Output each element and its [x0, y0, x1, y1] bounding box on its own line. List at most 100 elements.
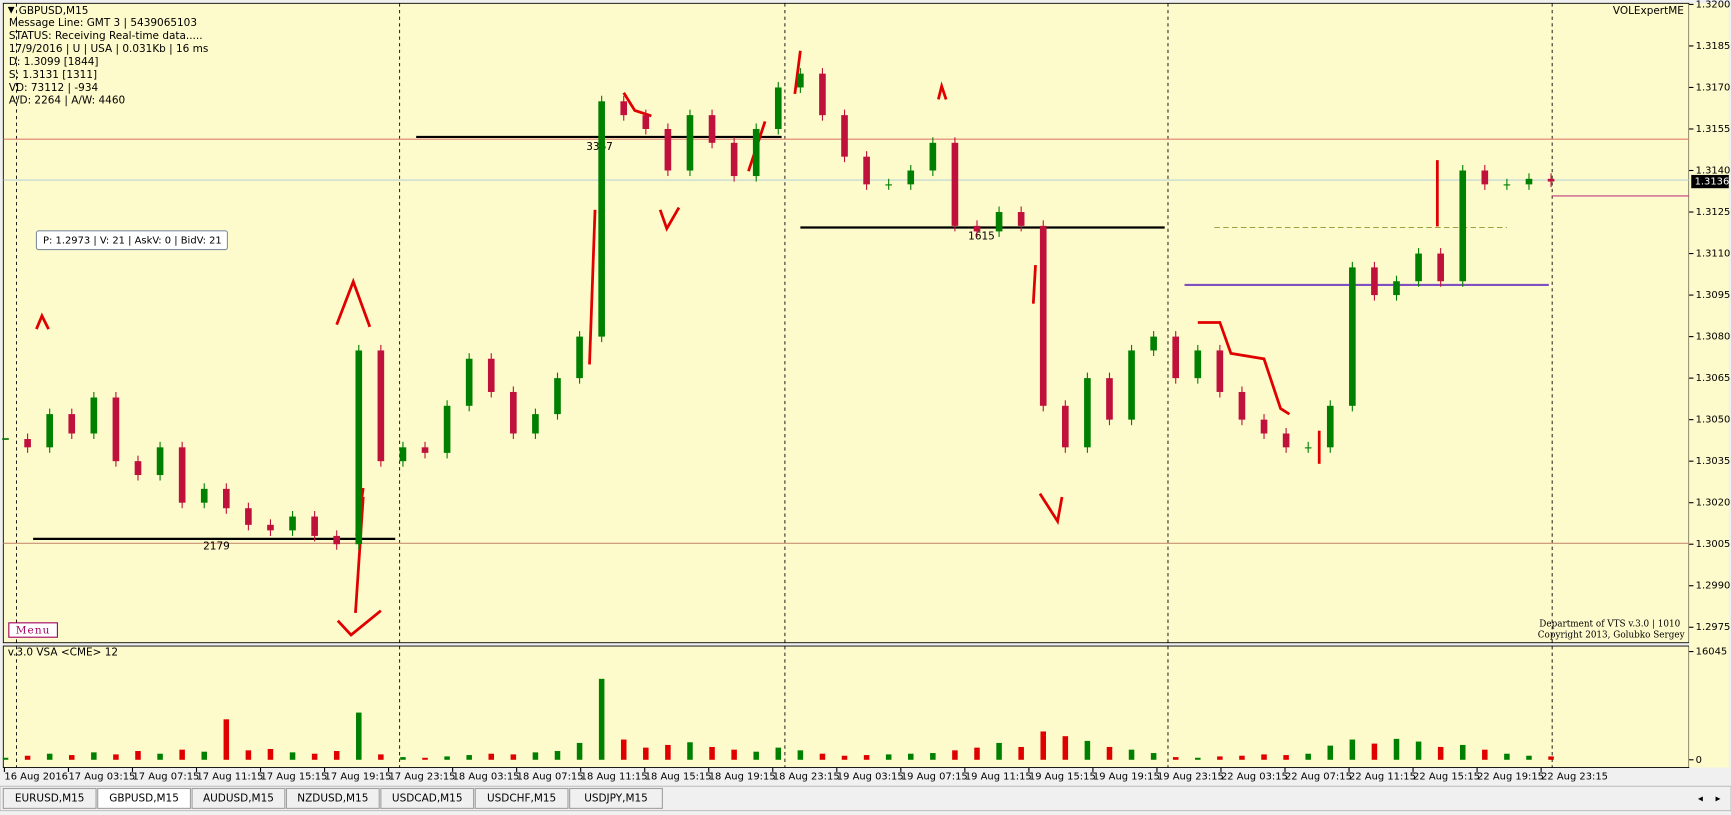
candle-body	[1481, 170, 1489, 185]
credit: Copyright 2013, Golubko Sergey	[1538, 630, 1685, 640]
tab[interactable]	[97, 787, 191, 809]
volume-bar	[1062, 736, 1069, 760]
x-tick-label: 18 Aug 23:15	[773, 771, 840, 782]
tab-label[interactable]: AUDUSD,M15	[203, 792, 274, 804]
volume-bar	[466, 755, 472, 760]
y-tick-label: 1.3125	[1696, 207, 1731, 218]
volume-bar	[46, 753, 53, 760]
volume-bar	[488, 753, 495, 760]
x-tick-label: 18 Aug 07:15	[517, 771, 584, 782]
tab-scroll[interactable]: ▸	[1716, 793, 1721, 804]
candle-body	[951, 142, 959, 226]
volume-bar	[1217, 756, 1223, 760]
candle-body	[1128, 350, 1135, 420]
volume-bar	[576, 742, 583, 760]
candle-body	[156, 447, 164, 476]
annotation-arrows	[35, 50, 1439, 637]
volume-bar	[400, 757, 406, 760]
volume-bar	[179, 749, 185, 760]
volume-bar	[598, 678, 605, 760]
volume-bar	[356, 712, 362, 760]
y-tick-label: 1.3140	[1696, 166, 1731, 177]
volume-bar	[665, 744, 671, 760]
candle-body	[554, 378, 561, 415]
candle-body	[200, 488, 208, 503]
candle-body	[311, 516, 318, 536]
volume-bar	[974, 747, 980, 760]
candle-body	[68, 414, 76, 434]
y-tick-label: 1.3110	[1696, 249, 1731, 260]
volume-bar	[753, 751, 759, 760]
candle-body	[421, 447, 429, 453]
candle-body	[708, 115, 716, 143]
x-tick-label: 17 Aug 15:15	[261, 771, 328, 782]
candle-body	[664, 128, 672, 171]
y-tick-label: 1.3035	[1696, 456, 1731, 467]
candle-body	[134, 461, 142, 476]
tab[interactable]	[191, 787, 286, 809]
x-tick-label: 19 Aug 19:15	[1093, 771, 1160, 782]
volume-bar	[68, 755, 75, 760]
tab[interactable]	[285, 787, 380, 809]
info-line: D: 1.3099 [1844]	[9, 56, 99, 68]
tab-label[interactable]: USDJPY,M15	[584, 792, 648, 804]
volume-bar	[1371, 743, 1378, 760]
info-line: STATUS: Receiving Real-time data.....	[9, 30, 203, 42]
y-tick-label: 1.3080	[1696, 332, 1731, 343]
candle-body	[90, 397, 98, 434]
tab-label[interactable]: GBPUSD,M15	[109, 792, 179, 804]
candle-body	[222, 488, 230, 509]
volume-bar	[1150, 753, 1157, 760]
volume-bar	[201, 751, 207, 760]
tab[interactable]	[2, 787, 97, 809]
poc-label: 1615	[968, 230, 995, 242]
volume-bar	[709, 746, 715, 760]
x-tick-label: 22 Aug 07:15	[1285, 771, 1352, 782]
menu-label[interactable]: Menu	[16, 625, 51, 637]
x-tick-label: 18 Aug 03:15	[453, 771, 520, 782]
tab-scroll[interactable]: ◂	[1698, 793, 1703, 804]
candle-body	[443, 405, 451, 453]
tab-label[interactable]: NZDUSD,M15	[297, 792, 368, 804]
price-scale	[1689, 3, 1729, 768]
tab-label[interactable]: USDCHF,M15	[487, 792, 556, 804]
x-tick-label: 19 Aug 07:15	[901, 771, 968, 782]
tab[interactable]	[569, 787, 663, 809]
candle-body	[355, 350, 363, 545]
volume-bar	[1349, 739, 1356, 760]
tab[interactable]	[474, 787, 569, 809]
info-line: VD: 73112 | -934	[9, 82, 99, 94]
candle-body	[1525, 178, 1533, 185]
volume-bar	[510, 754, 517, 760]
menu-button[interactable]	[8, 622, 58, 638]
volume-bar	[797, 750, 804, 760]
candle-body	[1084, 378, 1091, 448]
candle-body	[752, 128, 760, 177]
collapse-arrow[interactable]: ▼	[8, 5, 15, 15]
candle-body	[178, 447, 186, 503]
candle-body	[46, 414, 53, 448]
y-tick-label: 1.3185	[1696, 41, 1731, 52]
volume-bar	[1261, 754, 1267, 760]
volume-bar	[819, 753, 826, 760]
x-tick-label: 17 Aug 23:15	[389, 771, 456, 782]
volume-bar	[554, 751, 561, 760]
candle-body	[245, 508, 252, 525]
tab[interactable]	[380, 787, 475, 809]
tab-label[interactable]: USDCAD,M15	[392, 792, 463, 804]
volume-bar	[1459, 744, 1466, 760]
indicator-name: VOLExpertME	[1613, 5, 1684, 17]
tab-label[interactable]: EURUSD,M15	[15, 792, 85, 804]
volume-bar	[1415, 741, 1422, 760]
candle-body	[333, 535, 341, 545]
y-tick-label: 1.3020	[1696, 498, 1731, 509]
candle-body	[1437, 253, 1444, 282]
y-tick-label: 1.3095	[1696, 290, 1731, 301]
volume-bar	[1106, 746, 1113, 760]
candle-body	[1106, 378, 1113, 420]
volume-bar	[157, 753, 163, 760]
candle-body	[1415, 253, 1422, 282]
info-lines: Message Line: GMT 3 | 5439065103STATUS: …	[9, 17, 208, 107]
candle-body	[907, 170, 915, 185]
